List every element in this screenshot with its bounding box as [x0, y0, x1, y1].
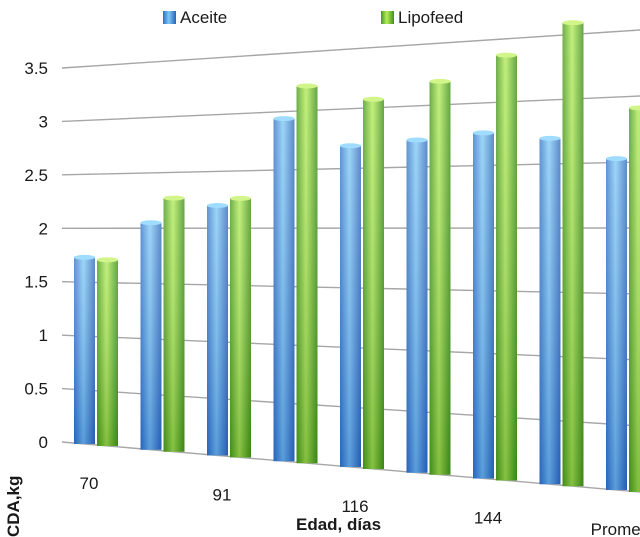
x-tick-label: Promedio	[591, 520, 640, 537]
bar-shade	[163, 198, 185, 452]
y-axis-title: CDA,kg	[4, 476, 23, 537]
bar-lipofeed-1	[163, 195, 185, 452]
x-tick-label: 91	[213, 485, 232, 504]
y-tick-label: 2	[39, 219, 48, 238]
bar-shade	[296, 85, 318, 464]
bar-cap	[562, 20, 584, 26]
legend-swatch-lipofeed	[381, 11, 394, 24]
bar-shade	[629, 107, 640, 492]
bar-cap	[606, 156, 627, 162]
bar-cap	[296, 83, 318, 89]
bar-cap	[207, 202, 228, 208]
bar-shade	[429, 81, 451, 475]
legend: Aceite Lipofeed	[163, 8, 463, 27]
bar-shade	[273, 118, 295, 462]
bar-shade	[606, 158, 627, 490]
bar-aceite-8	[606, 156, 627, 490]
y-tick-label: 1.5	[24, 273, 48, 292]
y-tick-label: 0	[39, 433, 48, 452]
bar-shade	[140, 222, 162, 450]
bar-lipofeed-2	[230, 195, 251, 458]
bar-shade	[207, 205, 228, 456]
bar-lipofeed-5	[429, 78, 451, 475]
bar-shade	[363, 99, 384, 469]
y-tick-label: 1	[39, 326, 48, 345]
bar-shade	[340, 145, 361, 467]
bar-cap	[473, 130, 494, 136]
bar-cap	[496, 52, 517, 58]
bar-shade	[406, 140, 428, 473]
x-tick-label: 144	[474, 508, 502, 527]
bar-cap	[363, 96, 384, 102]
bar-shade	[496, 55, 517, 481]
bar-shade	[539, 138, 561, 485]
bars	[74, 20, 640, 492]
bar-shade	[230, 198, 251, 458]
bar-aceite-7	[539, 135, 561, 485]
bar-aceite-3	[273, 116, 295, 462]
bar-shade	[562, 22, 584, 487]
bar-cap	[97, 257, 118, 263]
bar-cap	[74, 254, 95, 260]
bar-cap	[340, 143, 361, 149]
bar-lipofeed-8	[629, 105, 640, 492]
bar-cap	[539, 135, 561, 141]
y-tick-label: 0.5	[24, 380, 48, 399]
bar-cap	[230, 195, 251, 201]
bar-lipofeed-6	[496, 52, 517, 481]
bar-shade	[473, 132, 494, 479]
bar-lipofeed-4	[363, 96, 384, 469]
bar-lipofeed-7	[562, 20, 584, 487]
bar-aceite-2	[207, 202, 228, 456]
legend-label-lipofeed: Lipofeed	[398, 8, 463, 27]
x-axis-title: Edad, días	[296, 515, 381, 534]
bar-shade	[74, 257, 95, 444]
bar-cap	[273, 116, 295, 122]
bar-cap	[163, 195, 185, 201]
legend-swatch-aceite	[163, 11, 176, 24]
gridline	[61, 95, 640, 123]
y-tick-label: 2.5	[24, 166, 48, 185]
gridline	[61, 29, 640, 69]
x-tick-label: 116	[341, 497, 368, 516]
bar-aceite-1	[140, 220, 162, 450]
bar-shade	[97, 259, 118, 446]
bar-aceite-0	[74, 254, 95, 444]
legend-label-aceite: Aceite	[180, 8, 227, 27]
bar-lipofeed-3	[296, 83, 318, 464]
y-tick-label: 3	[39, 112, 48, 131]
bar-cap	[406, 137, 428, 143]
y-tick-label: 3.5	[24, 59, 48, 78]
bar-cap	[140, 220, 162, 226]
bar-cap	[629, 105, 640, 111]
bar-cap	[429, 78, 451, 84]
x-tick-label: 70	[80, 474, 99, 493]
bar-aceite-4	[340, 143, 361, 467]
bar-lipofeed-0	[97, 257, 118, 446]
bar-aceite-5	[406, 137, 428, 473]
bar-aceite-6	[473, 130, 494, 479]
y-axis-ticks: 0 0.5 1 1.5 2 2.5 3 3.5	[24, 59, 48, 452]
x-axis-ticks: 70 91 116 144 Promedio	[80, 474, 640, 537]
